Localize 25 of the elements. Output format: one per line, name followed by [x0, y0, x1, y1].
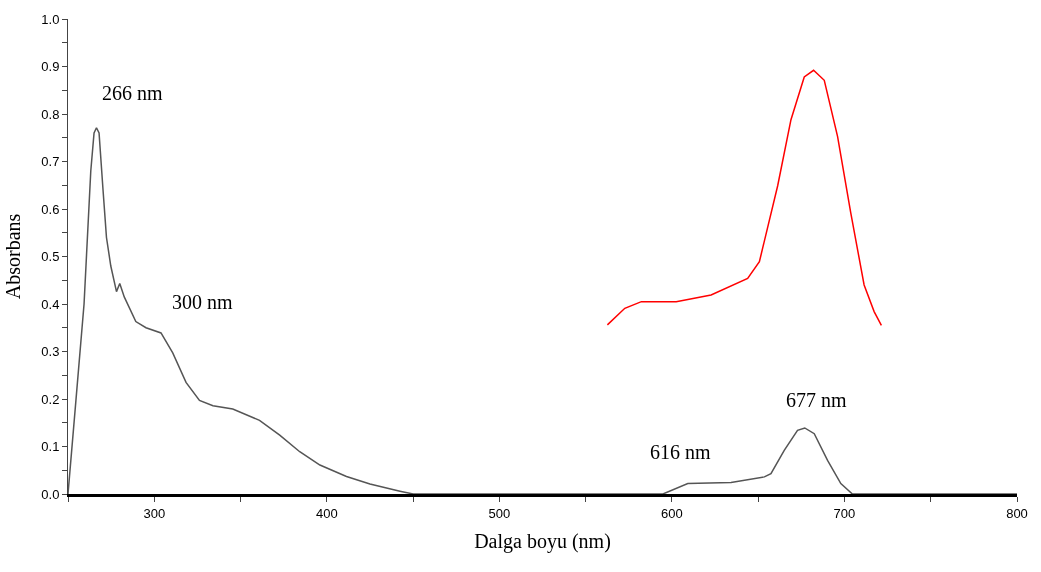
- line-series: [68, 127, 1017, 494]
- y-tick-label: 0.8: [41, 106, 60, 122]
- annotation: 616 nm: [650, 441, 711, 463]
- annotation: 300 nm: [172, 291, 233, 313]
- x-axis-title: Dalga boyu (nm): [474, 530, 611, 554]
- y-tick-label: 0.7: [41, 154, 60, 170]
- y-tick-label: 0.1: [41, 439, 60, 455]
- x-tick-label: 500: [488, 505, 511, 521]
- x-tick-label: 400: [315, 505, 338, 521]
- line-series: [606, 69, 883, 327]
- y-tick-label: 0.2: [41, 391, 60, 407]
- x-tick-label: 300: [143, 505, 166, 521]
- y-tick-label: 0.9: [41, 59, 60, 75]
- y-tick-label: 0.5: [41, 249, 60, 265]
- y-tick-label: 0.6: [41, 201, 60, 217]
- y-tick-label: 0.4: [41, 296, 60, 312]
- annotation: 677 nm: [786, 389, 847, 411]
- y-tick-label: 1.0: [41, 11, 60, 27]
- y-tick-label: 0.3: [41, 344, 60, 360]
- y-axis-title: Absorbans: [1, 213, 24, 300]
- y-tick-label: 0.0: [41, 486, 60, 502]
- annotation: 266 nm: [102, 82, 163, 104]
- x-tick-label: 700: [833, 505, 856, 521]
- x-tick-label: 600: [661, 505, 683, 521]
- x-tick-label: 800: [1006, 505, 1028, 521]
